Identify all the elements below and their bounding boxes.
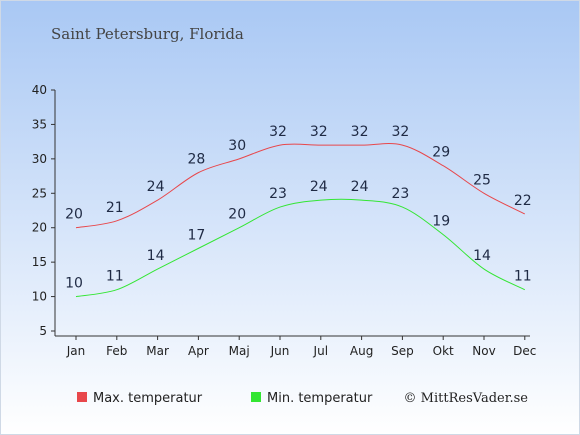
- legend-swatch-min: [251, 392, 261, 402]
- data-label-max: 32: [310, 124, 328, 140]
- data-label-min: 11: [514, 269, 532, 285]
- data-label-min: 11: [106, 269, 124, 285]
- x-tick-label: Jun: [270, 344, 290, 358]
- data-label-max: 21: [106, 200, 124, 216]
- data-label-min: 20: [228, 207, 246, 223]
- legend-label-max: Max. temperatur: [93, 391, 203, 406]
- x-tick-label: Mar: [146, 344, 169, 358]
- data-label-max: 28: [187, 152, 205, 168]
- x-tick-label: Dec: [513, 344, 536, 358]
- y-tick-label: 30: [32, 152, 47, 166]
- x-tick-label: Jul: [313, 344, 328, 358]
- y-tick-label: 35: [32, 117, 47, 131]
- y-tick-label: 20: [32, 221, 47, 235]
- data-label-min: 14: [473, 248, 491, 264]
- legend: Max. temperatur Min. temperatur: [77, 391, 373, 406]
- x-tick-label: Feb: [106, 344, 127, 358]
- series-line-min: [75, 198, 526, 298]
- data-label-min: 24: [310, 179, 328, 195]
- data-label-min: 19: [432, 214, 450, 230]
- y-tick-label: 10: [32, 290, 47, 304]
- data-labels: 20 21 24 28 30 32 32 32 32 29 25 22 10 11 14 17 20 23 24 24…: [65, 124, 532, 291]
- x-tick-label: Maj: [229, 344, 250, 358]
- data-label-max: 32: [351, 124, 369, 140]
- x-tick-label: Okt: [433, 344, 454, 358]
- x-tick-label: Aug: [350, 344, 373, 358]
- data-label-max: 30: [228, 138, 246, 154]
- y-tick-label: 25: [32, 186, 47, 200]
- x-tick-label: Nov: [472, 344, 495, 358]
- x-tick-label: Sep: [391, 344, 414, 358]
- series-lines: [75, 143, 526, 298]
- x-tick-label: Apr: [188, 344, 209, 358]
- data-label-min: 17: [187, 227, 205, 243]
- data-label-max: 25: [473, 172, 491, 188]
- data-label-min: 23: [269, 186, 287, 202]
- y-tick-label: 5: [39, 324, 47, 338]
- data-label-max: 29: [432, 145, 450, 161]
- axes: 5 10 15 20 25 30 35 40 Jan Feb Mar Apr Maj Jun Jul Aug S…: [32, 83, 537, 358]
- data-label-max: 24: [147, 179, 165, 195]
- y-tick-label: 15: [32, 255, 47, 269]
- y-tick-label: 40: [32, 83, 47, 97]
- data-label-min: 10: [65, 276, 83, 292]
- data-label-min: 14: [147, 248, 165, 264]
- data-label-max: 22: [514, 193, 532, 209]
- legend-swatch-max: [77, 392, 87, 402]
- x-tick-label: Jan: [66, 344, 86, 358]
- chart-title: Saint Petersburg, Florida: [51, 25, 244, 43]
- credit-text: © MittResVader.se: [404, 391, 529, 406]
- data-label-min: 23: [391, 186, 409, 202]
- data-label-min: 24: [351, 179, 369, 195]
- legend-label-min: Min. temperatur: [267, 391, 373, 406]
- data-label-max: 20: [65, 207, 83, 223]
- series-line-max: [75, 143, 526, 229]
- data-label-max: 32: [269, 124, 287, 140]
- data-label-max: 32: [391, 124, 409, 140]
